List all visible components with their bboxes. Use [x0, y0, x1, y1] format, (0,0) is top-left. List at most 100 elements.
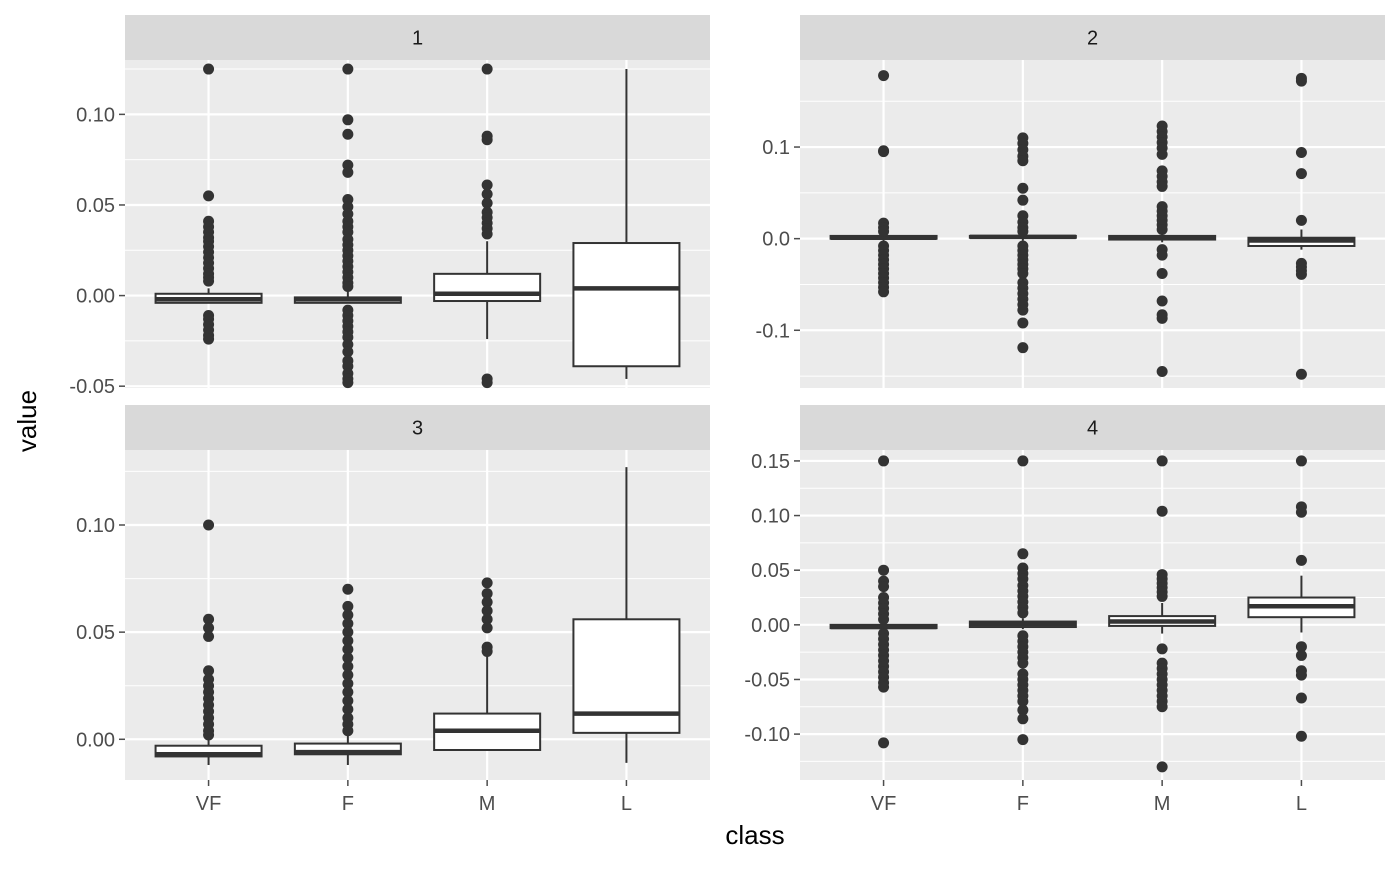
- outlier-point: [481, 197, 493, 209]
- facet-strip: [800, 405, 1385, 450]
- box-L: [1247, 72, 1356, 380]
- outlier-point: [481, 228, 493, 240]
- outlier-point: [481, 377, 493, 389]
- outlier-point: [1017, 695, 1029, 707]
- outlier-point: [1295, 214, 1307, 226]
- outlier-point: [1156, 590, 1168, 602]
- box-VF: [154, 519, 263, 765]
- box-VF: [154, 63, 263, 345]
- outlier-point: [1156, 249, 1168, 261]
- outlier-point: [1156, 366, 1168, 378]
- y-tick-label: 0.05: [76, 622, 115, 644]
- x-tick-label: M: [479, 793, 496, 815]
- y-tick-label: 0.1: [762, 137, 790, 159]
- box-L: [1247, 455, 1356, 742]
- outlier-point: [1295, 641, 1307, 653]
- box-iqr: [433, 272, 542, 303]
- outlier-point: [1156, 223, 1168, 235]
- outlier-point: [342, 63, 354, 75]
- x-tick-label: F: [1017, 793, 1029, 815]
- outlier-point: [342, 114, 354, 126]
- y-tick-label: 0.00: [751, 615, 790, 637]
- y-tick-label: 0.10: [76, 515, 115, 537]
- outlier-point: [1156, 267, 1168, 279]
- outlier-point: [342, 660, 354, 672]
- outlier-point: [481, 179, 493, 191]
- outlier-point: [481, 188, 493, 200]
- y-tick-label: -0.05: [744, 669, 790, 691]
- outlier-point: [342, 583, 354, 595]
- outlier-point: [342, 346, 354, 358]
- outlier-point: [203, 665, 215, 677]
- box-F: [293, 583, 402, 765]
- x-tick-label: VF: [196, 793, 222, 815]
- outlier-point: [878, 581, 890, 593]
- outlier-point: [1295, 455, 1307, 467]
- outlier-point: [481, 588, 493, 600]
- outlier-point: [1156, 505, 1168, 517]
- y-tick-label: 0.05: [76, 195, 115, 217]
- outlier-point: [481, 63, 493, 75]
- facet-strip: [800, 15, 1385, 60]
- x-tick-label: VF: [871, 793, 897, 815]
- facet-panel-1: 1 -0.05 0.00 0.05 0.10: [69, 15, 710, 398]
- outlier-point: [1017, 267, 1029, 279]
- facet-strip: [125, 15, 710, 60]
- outlier-point: [342, 626, 354, 638]
- outlier-point: [1295, 75, 1307, 87]
- outlier-point: [1017, 182, 1029, 194]
- facet-panel-3: 3 0.00 0.05 0.10 VF F M L: [76, 405, 710, 815]
- outlier-point: [878, 737, 890, 749]
- outlier-point: [203, 190, 215, 202]
- outlier-point: [1295, 506, 1307, 518]
- outlier-point: [1017, 657, 1029, 669]
- x-tick-label: L: [621, 793, 632, 815]
- box-F: [968, 455, 1077, 746]
- outlier-point: [481, 605, 493, 617]
- outlier-point: [1295, 649, 1307, 661]
- outlier-point: [1156, 180, 1168, 192]
- box-L: [572, 467, 681, 763]
- y-tick-label: 0.15: [751, 451, 790, 473]
- outlier-point: [878, 146, 890, 158]
- outlier-point: [342, 600, 354, 612]
- outlier-point: [203, 63, 215, 75]
- outlier-point: [1017, 342, 1029, 354]
- outlier-point: [1156, 701, 1168, 713]
- outlier-point: [1156, 761, 1168, 773]
- outlier-point: [342, 377, 354, 389]
- x-tick-label: M: [1154, 793, 1171, 815]
- outlier-point: [342, 166, 354, 178]
- outlier-point: [342, 281, 354, 293]
- outlier-point: [342, 609, 354, 621]
- outlier-point: [878, 225, 890, 237]
- outlier-point: [342, 652, 354, 664]
- y-tick-label: 0.00: [76, 286, 115, 308]
- outlier-point: [342, 635, 354, 647]
- outlier-point: [342, 703, 354, 715]
- outlier-point: [203, 622, 215, 634]
- outlier-point: [878, 613, 890, 625]
- y-tick-label: 0.10: [76, 104, 115, 126]
- panels-layer: 1 -0.05 0.00 0.05 0.10 2 -0.1 0.0 0.1 3 0.00 0.05 0.…: [69, 15, 1385, 815]
- outlier-point: [1295, 168, 1307, 180]
- outlier-point: [1017, 548, 1029, 560]
- outlier-point: [1295, 669, 1307, 681]
- box-F: [293, 63, 402, 389]
- y-tick-label: 0.05: [751, 560, 790, 582]
- outlier-point: [1017, 455, 1029, 467]
- outlier-point: [1295, 730, 1307, 742]
- outlier-point: [1017, 155, 1029, 167]
- box-iqr: [572, 242, 681, 368]
- x-tick-label: F: [342, 793, 354, 815]
- outlier-point: [481, 596, 493, 608]
- box-VF: [829, 70, 938, 298]
- outlier-point: [342, 669, 354, 681]
- outlier-point: [1017, 734, 1029, 746]
- box-VF: [829, 455, 938, 749]
- outlier-point: [1156, 148, 1168, 160]
- outlier-point: [481, 622, 493, 634]
- outlier-point: [1156, 295, 1168, 307]
- outlier-point: [342, 695, 354, 707]
